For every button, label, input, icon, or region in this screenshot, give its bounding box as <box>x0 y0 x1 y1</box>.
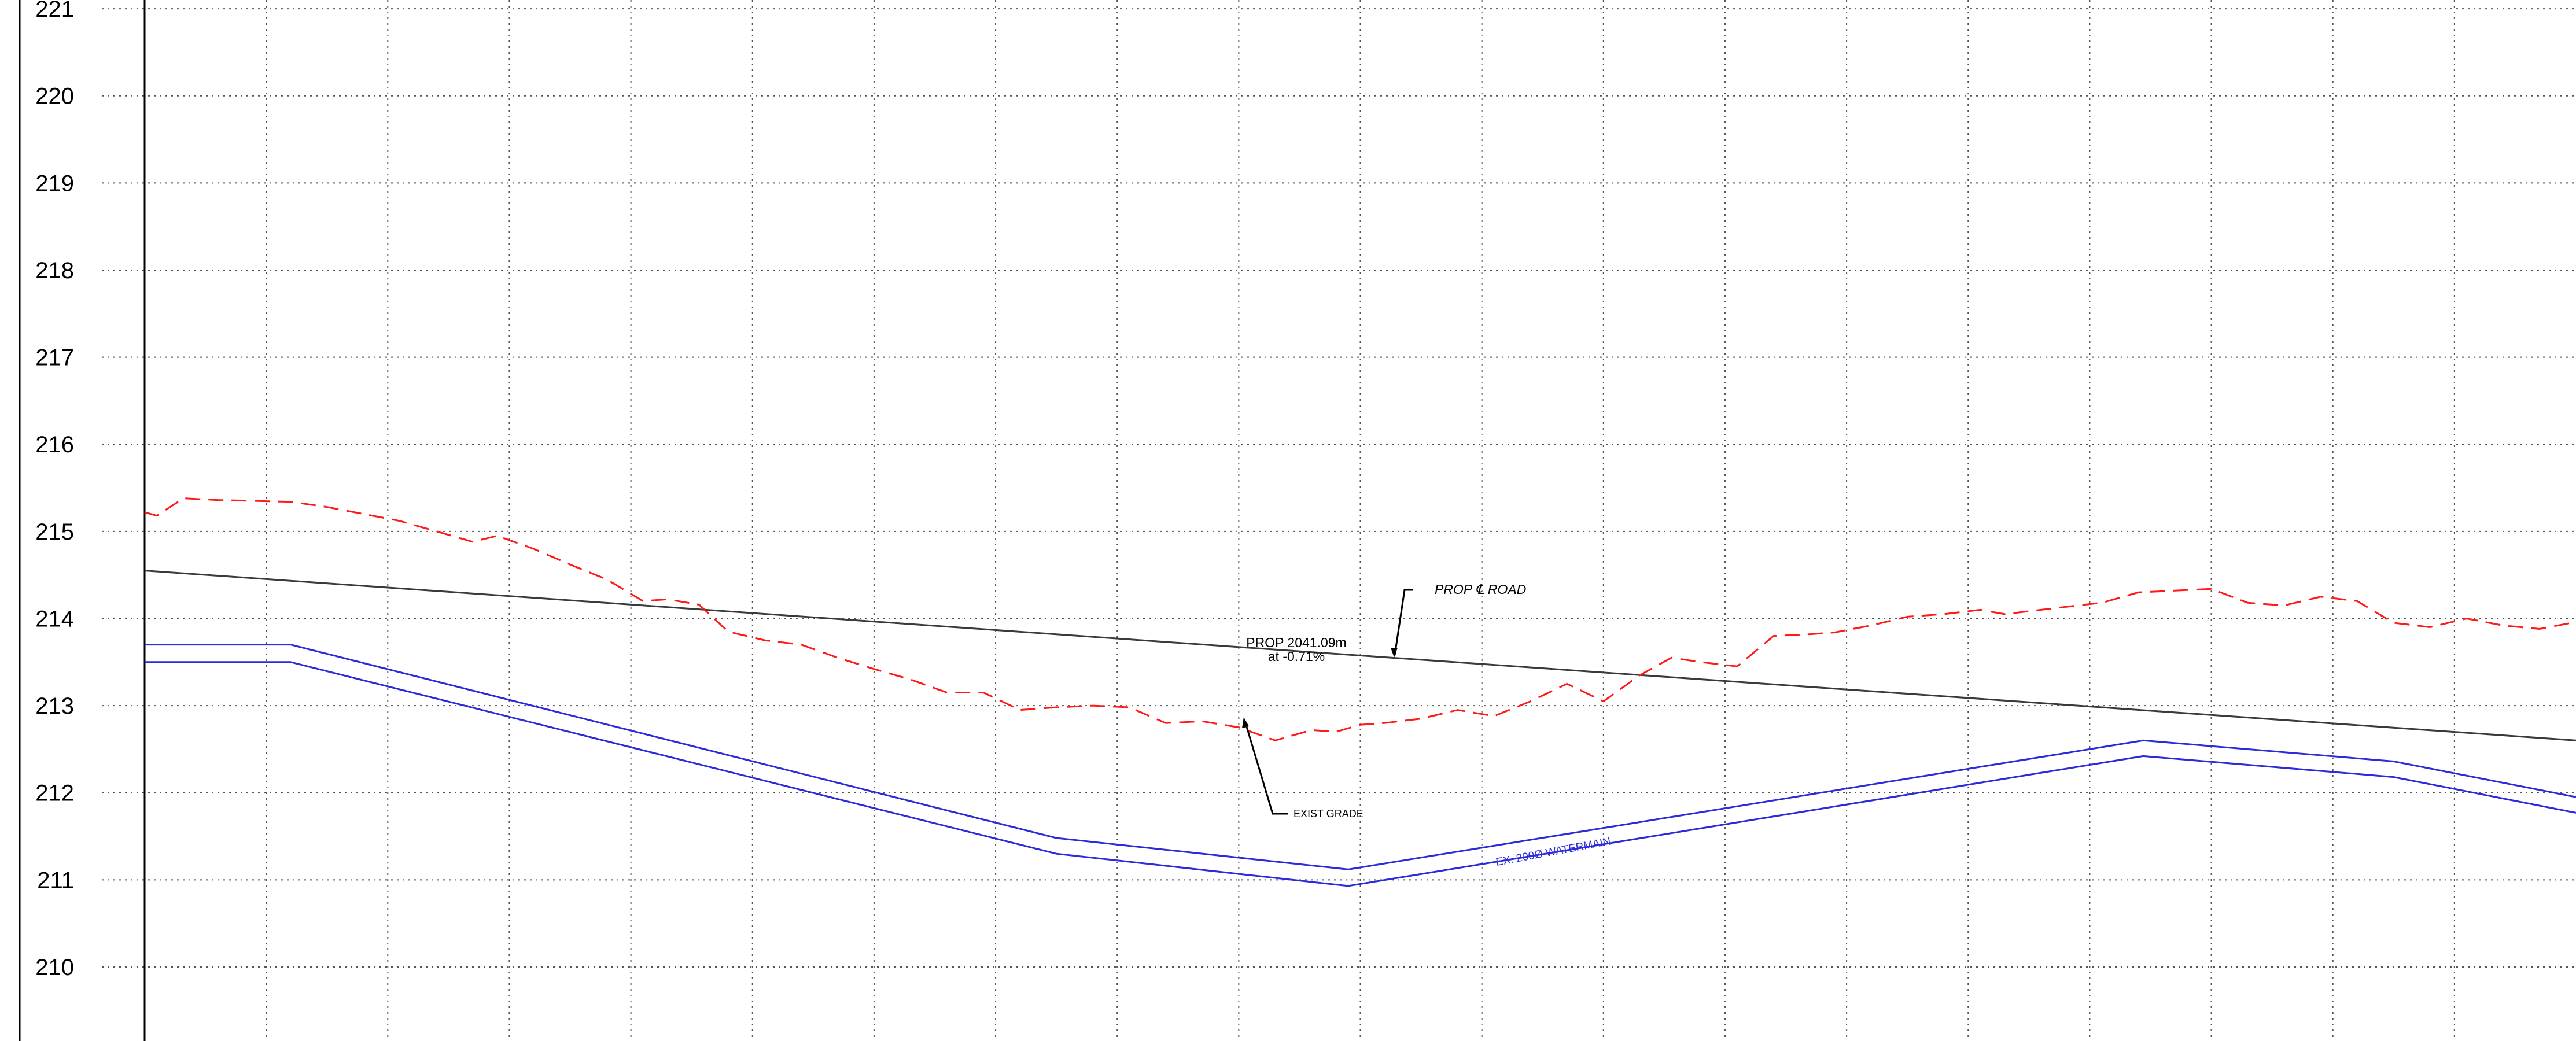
elevation-tick-label: 213 <box>35 693 74 719</box>
elevation-tick-label: 221 <box>35 0 74 22</box>
annotations: PROP ℄ ROAD PROP 2041.09m at -0.71% EXIS… <box>1242 582 1612 869</box>
elevation-tick-label: 217 <box>35 345 74 371</box>
road-label: PROP ℄ ROAD <box>1435 582 1526 597</box>
profile-series <box>144 497 2576 887</box>
elevation-tick-label: 210 <box>35 955 74 980</box>
road-label-leader <box>1394 589 1413 656</box>
exist-grade-label: EXIST GRADE <box>1293 808 1363 819</box>
elevation-tick-label: 212 <box>35 781 74 806</box>
elevation-tick-label: 216 <box>35 432 74 457</box>
existing-grade-line <box>144 497 2576 741</box>
exist-grade-leader <box>1244 722 1288 815</box>
road-label-arrowhead <box>1391 648 1398 658</box>
frame-lines <box>19 0 146 1041</box>
watermain-bottom-line <box>145 661 2576 887</box>
elevation-tick-label: 220 <box>35 84 74 109</box>
elevation-tick-label: 218 <box>35 258 74 283</box>
grade-length-label: PROP 2041.09m <box>1246 635 1346 650</box>
elevation-tick-label: 215 <box>35 519 74 545</box>
exist-grade-arrowhead <box>1242 717 1249 728</box>
elevation-tick-labels: 210 211 212 213 214 215 216 217 218 219 220 221 <box>35 0 74 980</box>
watermain-label: EX. 200Ø WATERMAIN <box>1495 836 1612 869</box>
watermain-top-line <box>145 644 2576 870</box>
grade-slope-label: at -0.71% <box>1268 649 1325 664</box>
elevation-tick-label: 214 <box>35 606 74 632</box>
elevation-tick-label: 219 <box>35 171 74 196</box>
elevation-tick-label: 211 <box>37 868 74 893</box>
proposed-road-profile-line <box>144 570 2576 741</box>
